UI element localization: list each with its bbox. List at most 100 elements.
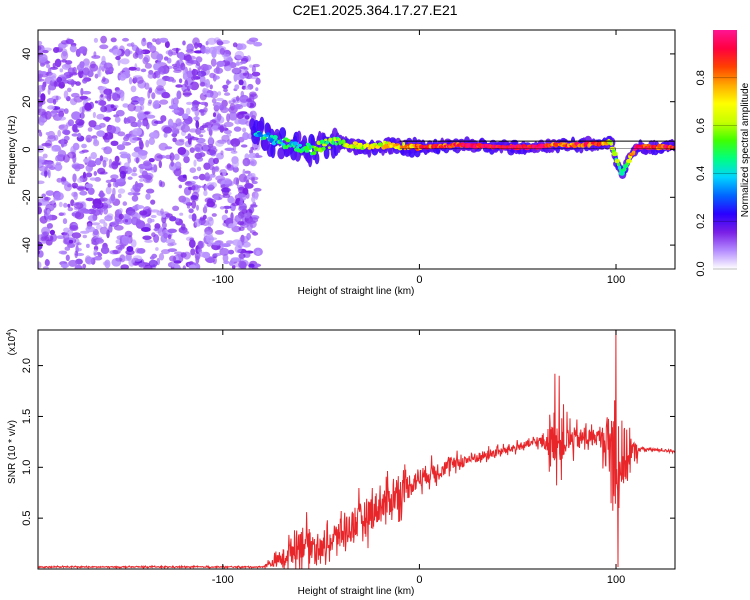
spectrogram-noise-blob [138,139,143,147]
spectrogram-noise-blob [230,257,241,262]
spectrogram-noise-blob [81,143,87,149]
spectrogram-noise-blob [214,230,225,235]
spectrogram-noise-blob [224,147,235,151]
spectrogram-noise-blob [67,119,74,127]
spectrogram-noise-blob [202,251,211,259]
spectrogram-noise-blob [208,217,214,226]
spectrogram-noise-blob [144,239,153,243]
spectrogram-x-tick-label: 0 [416,274,422,286]
spectrogram-noise-blob [81,73,88,78]
spectrogram-noise-blob [93,37,98,43]
spectrogram-noise-blob [191,213,197,222]
spectrogram-noise-blob [71,212,76,216]
spectrogram-noise-blob [198,173,206,181]
spectrogram-noise-blob [189,60,199,65]
spectrogram-noise-blob [209,90,219,99]
spectrogram-noise-blob [198,109,205,113]
snr-series-line [38,330,675,569]
spectrogram-noise-blob [73,202,84,209]
spectrogram-noise-blob [85,183,93,189]
spectrogram-noise-blob [55,95,59,101]
spectrogram-noise-blob [181,197,191,205]
spectrogram-noise-blob [158,252,165,261]
spectrogram-noise-blob [211,98,217,104]
spectrogram-signal-core [611,151,618,157]
spectrogram-noise-blob [232,166,239,173]
spectrogram-noise-blob [97,67,101,77]
spectrogram-noise-blob [60,263,69,269]
spectrogram-noise-blob [224,92,231,96]
spectrogram-noise-blob [182,40,186,46]
spectrogram-noise-blob [246,102,251,108]
spectrogram-noise-blob [38,117,45,126]
spectrogram-noise-blob [110,178,117,183]
spectrogram-noise-blob [85,172,93,178]
spectrogram-noise-blob [53,47,60,53]
spectrogram-noise-blob [228,111,238,121]
spectrogram-noise-blob [223,54,232,62]
spectrogram-noise-region [38,35,263,269]
spectrogram-noise-blob [60,51,69,60]
spectrogram-noise-blob [136,218,141,225]
spectrogram-noise-blob [233,126,242,132]
spectrogram-noise-blob [234,244,242,254]
spectrogram-noise-blob [45,258,50,266]
spectrogram-noise-blob [55,161,62,166]
spectrogram-signal-core [327,146,331,150]
spectrogram-noise-blob [143,160,151,167]
spectrogram-noise-blob [144,82,150,90]
spectrogram-noise-blob [103,198,112,206]
spectrogram-noise-blob [216,60,226,67]
spectrogram-noise-blob [246,98,252,102]
spectrogram-noise-blob [46,223,54,229]
spectrogram-noise-blob [55,155,60,162]
spectrogram-noise-blob [182,174,187,179]
spectrogram-noise-blob [110,174,119,180]
spectrogram-noise-blob [202,206,208,214]
spectrogram-noise-blob [85,197,95,202]
spectrogram-noise-blob [187,133,192,140]
spectrogram-noise-blob [213,67,224,74]
spectrogram-noise-blob [122,201,128,206]
spectrogram-noise-blob [94,100,99,104]
spectrogram-noise-blob [163,232,169,239]
spectrogram-noise-blob [220,150,224,156]
spectrogram-noise-blob [188,208,194,214]
spectrogram-noise-blob [172,97,179,106]
spectrogram-noise-blob [96,130,106,137]
spectrogram-signal-core [321,146,326,151]
spectrogram-signal-core [305,142,311,146]
spectrogram-noise-blob [249,91,257,97]
colorbar-tick-label: 0.6 [695,118,707,133]
spectrogram-noise-blob [217,91,222,96]
spectrogram-noise-blob [198,129,206,134]
spectrogram-signal-core [311,151,317,156]
spectrogram-noise-blob [115,244,125,250]
spectrogram-noise-blob [41,193,46,198]
spectrogram-noise-blob [155,247,159,251]
spectrogram-signal-track [249,116,675,180]
spectrogram-noise-blob [131,212,140,219]
spectrogram-noise-blob [249,110,257,119]
spectrogram-noise-blob [216,113,222,121]
spectrogram-noise-blob [91,209,101,216]
spectrogram-noise-blob [194,42,199,49]
spectrogram-noise-blob [171,109,180,113]
spectrogram-noise-blob [164,213,173,218]
spectrogram-noise-blob [42,50,49,54]
spectrogram-noise-blob [194,152,203,160]
snr-y-axis-label: SNR (10 * v/v) [7,420,18,484]
spectrogram-noise-blob [61,63,71,70]
spectrogram-noise-blob [53,80,58,88]
spectrogram-noise-blob [132,52,139,59]
spectrogram-noise-blob [97,99,105,106]
spectrogram-noise-blob [47,135,57,142]
spectrogram-y-tick-label: -20 [21,189,33,205]
spectrogram-noise-blob [126,116,137,124]
spectrogram-noise-blob [231,159,239,168]
spectrogram-noise-blob [54,147,62,152]
spectrogram-noise-blob [197,247,203,254]
spectrogram-noise-blob [119,170,127,179]
spectrogram-noise-blob [106,93,112,102]
spectrogram-signal-halo [279,127,287,139]
